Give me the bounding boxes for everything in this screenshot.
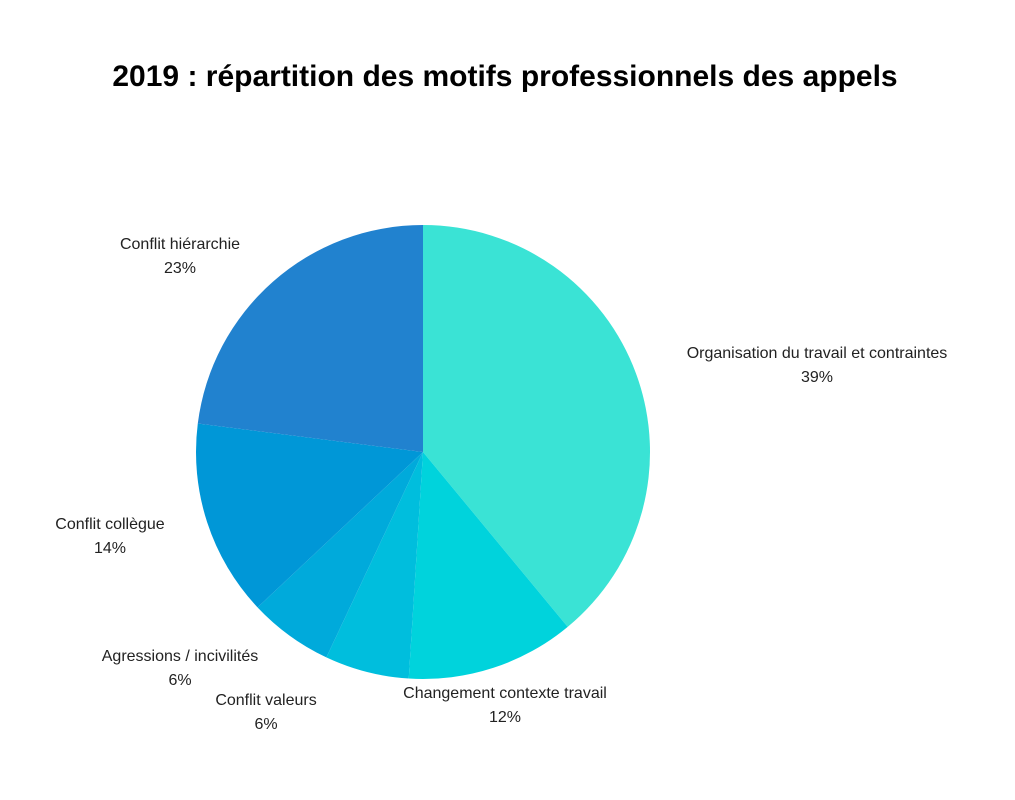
pie-slice — [197, 225, 423, 452]
slice-label: Conflit collègue — [55, 516, 165, 533]
slice-label: Changement contexte travail — [403, 685, 607, 702]
slice-value-label: 6% — [254, 716, 277, 733]
pie-slice — [195, 423, 423, 608]
pie-labels: Organisation du travail et contraintes 39… — [55, 236, 947, 733]
slice-value-label: 39% — [801, 369, 833, 386]
slice-label: Agressions / incivilités — [102, 648, 259, 665]
slice-label: Organisation du travail et contraintes — [687, 345, 948, 362]
slice-value-label: 23% — [164, 260, 196, 277]
slice-value-label: 12% — [489, 709, 521, 726]
slice-label: Conflit valeurs — [215, 692, 316, 709]
pie-slice — [423, 225, 651, 627]
pie-slice — [408, 452, 568, 679]
pie-slices — [195, 225, 651, 679]
slice-label: Conflit hiérarchie — [120, 236, 240, 253]
slice-value-label: 6% — [168, 672, 191, 689]
pie-slice — [257, 452, 423, 658]
pie-slice — [326, 452, 423, 679]
chart-title: 2019 : répartition des motifs profession… — [112, 60, 897, 93]
slice-value-label: 14% — [94, 540, 126, 557]
